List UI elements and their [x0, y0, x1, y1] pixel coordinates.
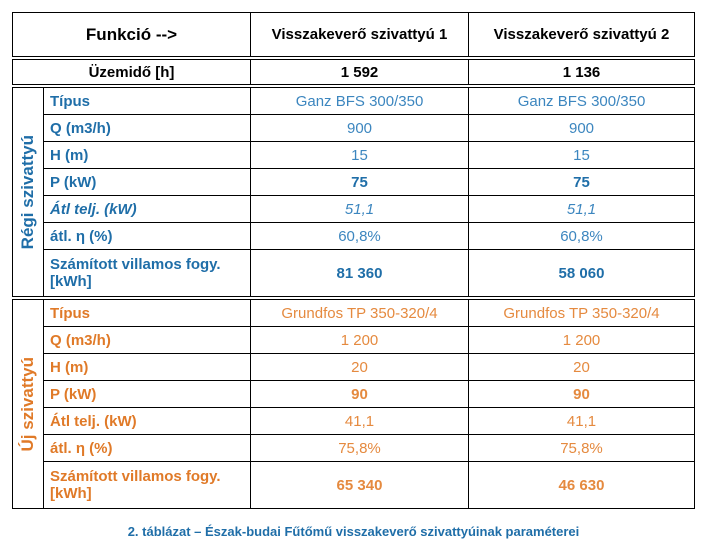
group-name: Új szivattyú	[18, 356, 37, 452]
cell-value: Grundfos TP 350-320/4	[468, 296, 695, 327]
column-header: Visszakeverő szivattyú 1	[250, 12, 469, 59]
cell-value: 51,1	[468, 195, 695, 223]
data-row: Régi szivattyú Típus Ganz BFS 300/350 Ganz …	[12, 84, 695, 299]
row-label: P (kW)	[43, 168, 251, 196]
row-label: Q (m3/h)	[43, 114, 251, 142]
header-row: Funkció --> Visszakeverő szivattyú 1 Vissz…	[12, 12, 695, 59]
cell-value: 75,8%	[250, 434, 469, 462]
runtime-label: Üzemidő [h]	[12, 56, 251, 87]
group-label: Új szivattyú	[12, 296, 44, 509]
data-row: Q (m3/h) 900 900	[13, 114, 695, 142]
runtime-value: 1 592	[250, 56, 469, 87]
data-row: Új szivattyú Típus Grundfos TP 350-320/4 Gr…	[12, 296, 695, 509]
data-row: H (m) 15 15	[13, 141, 695, 169]
row-label: Átl telj. (kW)	[43, 195, 251, 223]
cell-value: Ganz BFS 300/350	[250, 84, 469, 115]
runtime-value: 1 136	[468, 56, 695, 87]
cell-value: 75,8%	[468, 434, 695, 462]
row-label: Q (m3/h)	[43, 326, 251, 354]
cell-value: 1 200	[468, 326, 695, 354]
data-row: átl. η (%) 60,8% 60,8%	[13, 222, 695, 250]
cell-value: 90	[250, 380, 469, 408]
row-label: Típus	[43, 296, 251, 327]
data-row: Átl telj. (kW) 41,1 41,1	[13, 407, 695, 435]
cell-value: 20	[250, 353, 469, 381]
row-label: Számított villamos fogy. [kWh]	[43, 249, 251, 299]
row-label: Típus	[43, 84, 251, 115]
cell-value: 1 200	[250, 326, 469, 354]
cell-value: 15	[250, 141, 469, 169]
cell-value: 46 630	[468, 461, 695, 509]
data-row: átl. η (%) 75,8% 75,8%	[13, 434, 695, 462]
row-label: Számított villamos fogy. [kWh]	[43, 461, 251, 509]
cell-value: 15	[468, 141, 695, 169]
row-label: P (kW)	[43, 380, 251, 408]
cell-value: 60,8%	[468, 222, 695, 250]
cell-value: 65 340	[250, 461, 469, 509]
cell-value: 41,1	[468, 407, 695, 435]
cell-value: 51,1	[250, 195, 469, 223]
group-name: Régi szivattyú	[18, 134, 37, 250]
row-label: átl. η (%)	[43, 222, 251, 250]
data-row: Átl telj. (kW) 51,1 51,1	[13, 195, 695, 223]
cell-value: Grundfos TP 350-320/4	[250, 296, 469, 327]
data-row: P (kW) 75 75	[13, 168, 695, 196]
cell-value: 900	[250, 114, 469, 142]
row-label: H (m)	[43, 353, 251, 381]
cell-value: 900	[468, 114, 695, 142]
data-row: Számított villamos fogy. [kWh] 65 340 46 6…	[13, 461, 695, 509]
table-wrap: Funkció --> Visszakeverő szivattyú 1 Vissz…	[12, 12, 695, 509]
cell-value: 60,8%	[250, 222, 469, 250]
data-row: Q (m3/h) 1 200 1 200	[13, 326, 695, 354]
cell-value: 58 060	[468, 249, 695, 299]
cell-value: 90	[468, 380, 695, 408]
cell-value: 75	[250, 168, 469, 196]
cell-value: 20	[468, 353, 695, 381]
function-header: Funkció -->	[12, 12, 251, 59]
row-label: Átl telj. (kW)	[43, 407, 251, 435]
data-row: Számított villamos fogy. [kWh] 81 360 58 0…	[13, 249, 695, 299]
column-header: Visszakeverő szivattyú 2	[468, 12, 695, 59]
cell-value: 81 360	[250, 249, 469, 299]
runtime-row: Üzemidő [h] 1 592 1 136	[12, 56, 695, 87]
table: Funkció --> Visszakeverő szivattyú 1 Vissz…	[12, 12, 695, 509]
data-row: P (kW) 90 90	[13, 380, 695, 408]
data-row: H (m) 20 20	[13, 353, 695, 381]
row-label: H (m)	[43, 141, 251, 169]
cell-value: Ganz BFS 300/350	[468, 84, 695, 115]
group-label: Régi szivattyú	[12, 84, 44, 299]
cell-value: 41,1	[250, 407, 469, 435]
row-label: átl. η (%)	[43, 434, 251, 462]
caption: 2. táblázat – Észak-budai Fűtőmű visszak…	[127, 524, 580, 539]
cell-value: 75	[468, 168, 695, 196]
